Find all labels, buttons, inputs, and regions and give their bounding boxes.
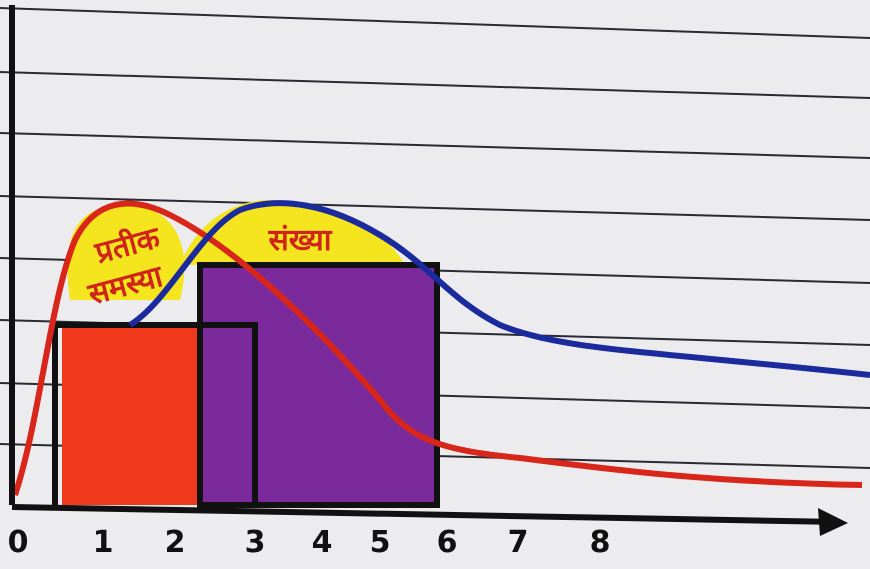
tick-labels: 0 1 2 3 4 5 6 7 8	[8, 525, 611, 560]
x-tick-label: 8	[590, 525, 611, 560]
x-tick-label: 4	[312, 525, 333, 560]
x-axis-arrow	[818, 508, 848, 536]
x-tick-label: 3	[245, 525, 266, 560]
x-axis	[11, 504, 841, 525]
x-tick-label: 6	[437, 525, 458, 560]
x-tick-label: 7	[508, 525, 529, 560]
x-tick-label: 1	[93, 525, 114, 560]
x-tick-label: 5	[370, 525, 391, 560]
purple-block	[197, 262, 440, 508]
blue-curve	[128, 200, 870, 378]
x-tick-label: 0	[8, 525, 29, 560]
red-block	[62, 325, 197, 505]
yellow-highlight-left	[67, 205, 185, 300]
red-curve	[12, 200, 863, 496]
black-outline	[52, 322, 258, 505]
x-tick-label: 2	[165, 525, 186, 560]
region-label: संख्या	[268, 223, 333, 258]
yellow-highlight-right	[180, 200, 405, 265]
